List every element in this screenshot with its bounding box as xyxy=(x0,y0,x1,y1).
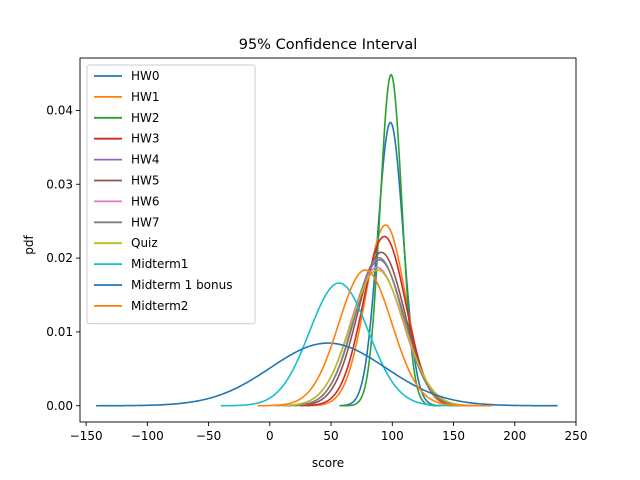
x-tick-label: 100 xyxy=(381,429,404,443)
chart-title: 95% Confidence Interval xyxy=(239,37,418,53)
x-tick-label: 200 xyxy=(503,429,526,443)
x-tick-label: −150 xyxy=(70,429,103,443)
series-line-1 xyxy=(306,224,467,407)
y-tick-label: 0.02 xyxy=(46,251,73,265)
series-line-9 xyxy=(220,282,460,407)
y-tick-label: 0.03 xyxy=(46,177,73,191)
series-line-8 xyxy=(275,269,479,407)
legend-label: HW1 xyxy=(131,90,160,104)
legend-label: HW5 xyxy=(131,174,160,188)
series-line-11 xyxy=(257,269,493,407)
x-tick-label: 0 xyxy=(266,429,274,443)
legend-label: HW6 xyxy=(131,194,160,208)
legend: HW0 HW1 HW2 HW3 HW4 HW5 HW6 HW7 Quiz Midterm1 Midt… xyxy=(86,64,256,325)
x-tick-label: −50 xyxy=(196,429,221,443)
y-axis-label: pdf xyxy=(22,235,36,255)
legend-label: Midterm2 xyxy=(131,299,188,313)
legend-label: Midterm 1 bonus xyxy=(131,278,233,292)
legend-box xyxy=(86,64,256,325)
series-line-10 xyxy=(95,342,558,407)
y-tick-label: 0.01 xyxy=(46,325,73,339)
x-axis-label: score xyxy=(312,456,344,470)
x-tick-label: 250 xyxy=(565,429,588,443)
series-line-0 xyxy=(339,121,442,407)
legend-label: Quiz xyxy=(131,236,158,250)
series-line-7 xyxy=(281,256,479,407)
x-tick-label: 50 xyxy=(323,429,338,443)
axes-frame xyxy=(79,57,577,423)
legend-label: HW0 xyxy=(131,69,160,83)
x-tick-label: −100 xyxy=(131,429,164,443)
axes: −150 −100 −50 0 50 100 150 200 250 0.00 0.01 0.02 0.… xyxy=(46,57,588,443)
y-tick-label: 0.04 xyxy=(46,103,73,117)
legend-label: HW2 xyxy=(131,111,160,125)
legend-label: HW3 xyxy=(131,132,160,146)
legend-label: HW7 xyxy=(131,215,160,229)
legend-label: HW4 xyxy=(131,153,160,167)
plot-area xyxy=(95,74,558,407)
x-tick-label: 150 xyxy=(442,429,465,443)
legend-label: Midterm1 xyxy=(131,257,188,271)
series-line-2 xyxy=(339,74,442,407)
y-tick-label: 0.00 xyxy=(46,399,73,413)
series-group xyxy=(95,74,558,407)
